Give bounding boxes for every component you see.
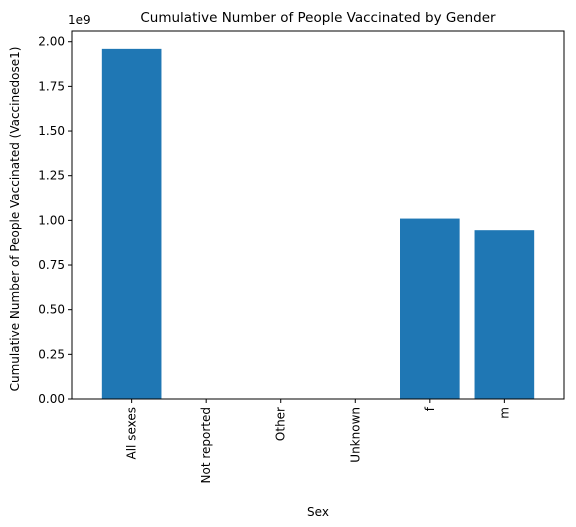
bars bbox=[101, 48, 535, 400]
y-offset-label: 1e9 bbox=[68, 13, 91, 27]
y-tick-label: 1.75 bbox=[38, 79, 65, 93]
y-tick-label: 1.00 bbox=[38, 213, 65, 227]
y-axis-label: Cumulative Number of People Vaccinated (… bbox=[8, 47, 22, 392]
x-tick-label: m bbox=[497, 407, 511, 419]
x-tick-label: Other bbox=[274, 407, 288, 441]
y-tick-label: 1.25 bbox=[38, 169, 65, 183]
y-tick-label: 2.00 bbox=[38, 35, 65, 49]
x-ticks: All sexes Not reported Other Unknown f m bbox=[125, 399, 511, 484]
y-tick-label: 0.00 bbox=[38, 392, 65, 406]
plot-frame bbox=[71, 30, 565, 400]
y-tick-label: 0.75 bbox=[38, 258, 65, 272]
bar-f bbox=[400, 218, 460, 399]
x-tick-label: Unknown bbox=[348, 407, 362, 463]
y-tick-label: 0.25 bbox=[38, 347, 65, 361]
x-tick-label: f bbox=[423, 406, 437, 411]
y-tick-label: 0.50 bbox=[38, 303, 65, 317]
x-tick-label: All sexes bbox=[125, 407, 139, 459]
bar-all-sexes bbox=[101, 48, 162, 400]
y-ticks: 0.00 0.25 0.50 0.75 1.00 1.25 1.50 1.75 2.00 bbox=[38, 35, 72, 406]
bar-m bbox=[474, 230, 535, 399]
y-tick-label: 1.50 bbox=[38, 124, 65, 138]
x-tick-label: Not reported bbox=[199, 407, 213, 484]
chart-title: Cumulative Number of People Vaccinated b… bbox=[140, 10, 496, 26]
x-axis-label: Sex bbox=[307, 505, 329, 519]
